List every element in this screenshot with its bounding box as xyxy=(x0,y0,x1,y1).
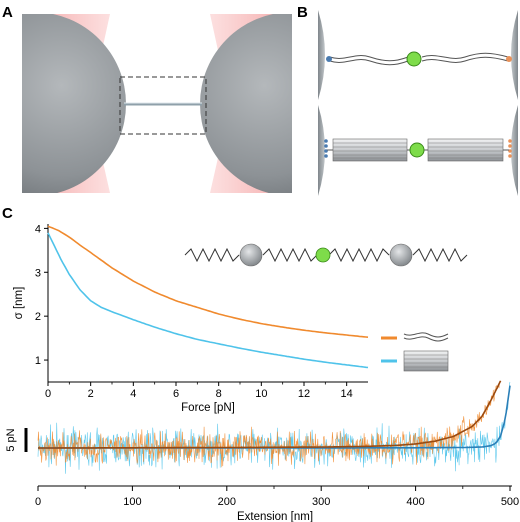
inset-x-tick-label: 10 xyxy=(255,388,267,400)
bead-icon-right xyxy=(389,243,413,267)
panel-label-c: C xyxy=(2,205,13,222)
x-tick-label: 200 xyxy=(218,496,236,508)
x-axis-ticks: 0 100 200 300 400 500 xyxy=(35,486,519,508)
green-probe-icon xyxy=(315,247,331,263)
inset-x-tick-label: 6 xyxy=(173,388,179,400)
x-tick-label: 500 xyxy=(501,496,519,508)
inset-series-0 xyxy=(47,225,369,338)
x-tick-label: 400 xyxy=(406,496,424,508)
inset-x-tick-label: 8 xyxy=(216,388,222,400)
inset-series-1 xyxy=(47,232,369,369)
inset-background xyxy=(40,218,375,416)
mean-trace-orange xyxy=(38,380,502,449)
inset-y-tick-label: 4 xyxy=(35,223,41,235)
inset-x-tick-label: 4 xyxy=(130,388,136,400)
inset-legend xyxy=(381,332,449,372)
legend-icon-dsdna xyxy=(403,332,449,338)
inset-y-label: σ [nm] xyxy=(13,287,25,320)
inset-x-tick-label: 2 xyxy=(88,388,94,400)
inset-y-tick-label: 3 xyxy=(35,267,41,279)
panel-label-a: A xyxy=(2,4,13,21)
legend-icon-origami xyxy=(403,350,449,372)
x-tick-label: 300 xyxy=(312,496,330,508)
inset-x-tick-label: 0 xyxy=(45,388,51,400)
bead-icon-left xyxy=(239,243,263,267)
panel-label-b: B xyxy=(297,4,308,21)
inset-x-tick-label: 12 xyxy=(298,388,310,400)
x-tick-label: 100 xyxy=(123,496,141,508)
inset-x-tick-label: 14 xyxy=(341,388,353,400)
noisy-trace-orange xyxy=(37,381,501,468)
extension-traces xyxy=(37,380,511,474)
inset-y-tick-label: 1 xyxy=(35,355,41,367)
inset-y-tick-label: 2 xyxy=(35,311,41,323)
inset-x-label: Force [pN] xyxy=(181,402,235,414)
tether-molecule-illustration xyxy=(184,243,468,267)
x-axis-label: Extension [nm] xyxy=(237,511,313,522)
scale-bar-label: 5 pN xyxy=(5,428,17,451)
x-tick-label: 0 xyxy=(35,496,41,508)
